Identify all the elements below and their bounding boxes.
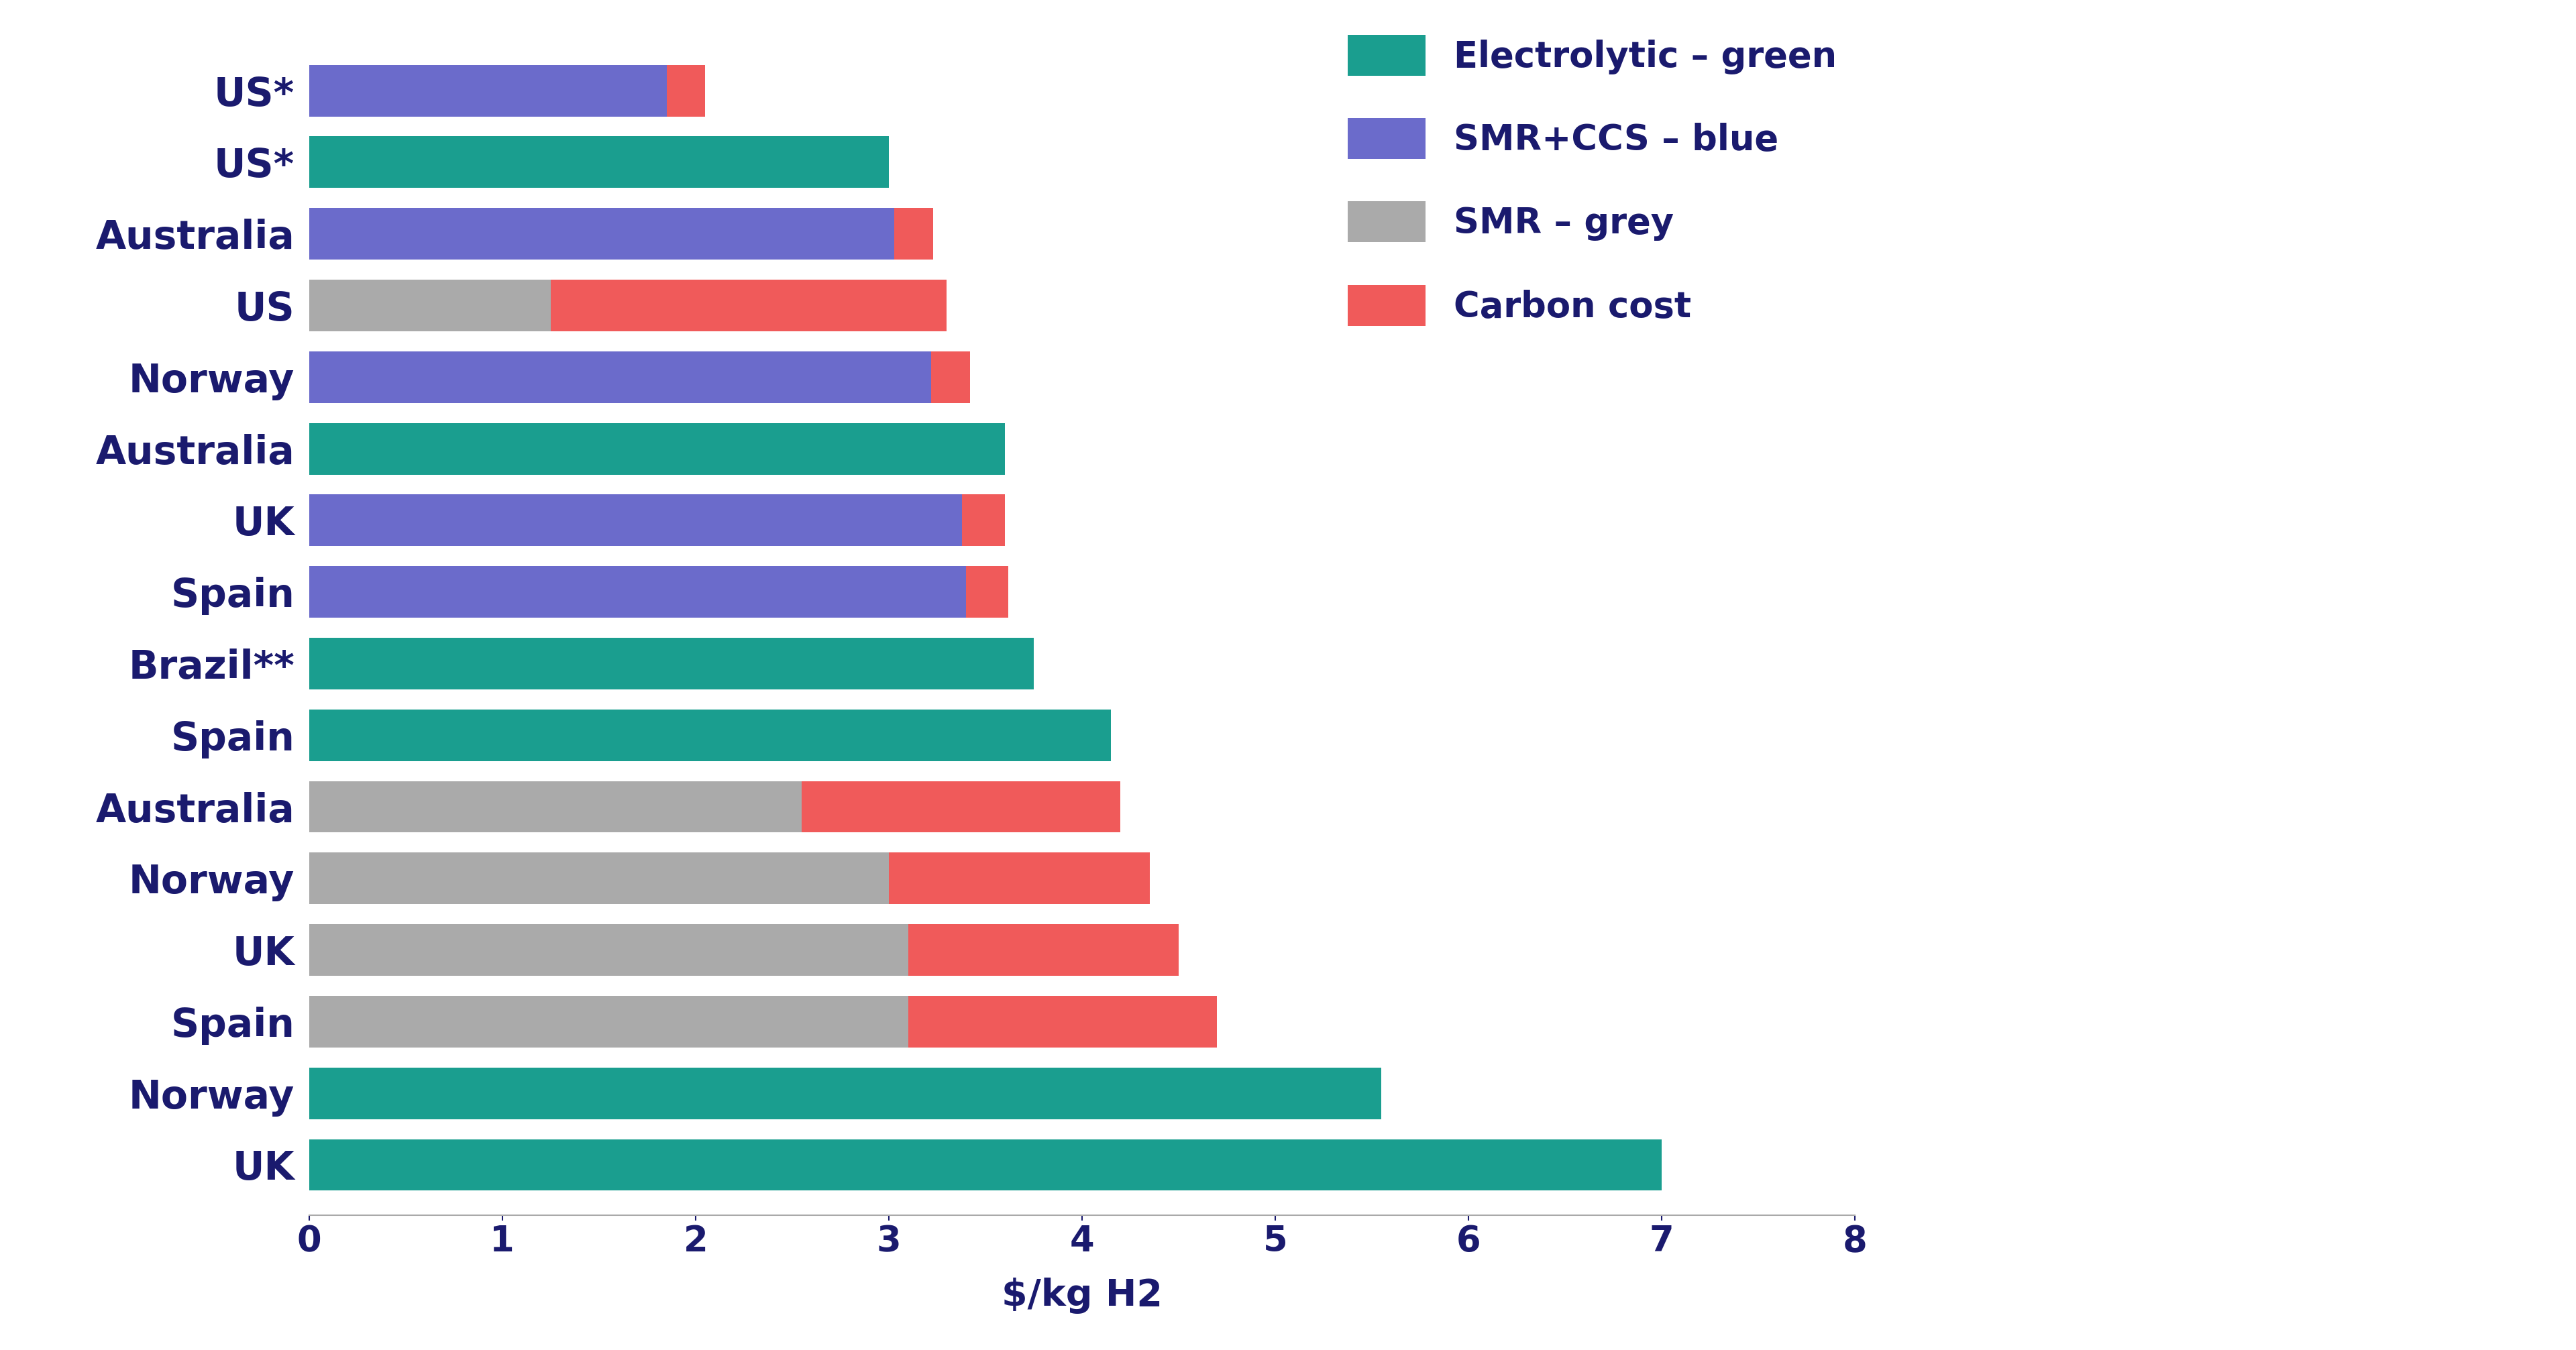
Bar bbox=[889, 853, 1149, 905]
Bar bbox=[667, 65, 706, 116]
X-axis label: $/kg H2: $/kg H2 bbox=[1002, 1277, 1162, 1314]
Bar bbox=[309, 279, 551, 331]
Bar bbox=[309, 351, 930, 402]
Bar bbox=[907, 925, 1177, 976]
Bar bbox=[309, 996, 907, 1048]
Bar bbox=[309, 1139, 1662, 1191]
Bar bbox=[309, 853, 889, 905]
Bar bbox=[309, 566, 966, 618]
Bar bbox=[309, 208, 894, 259]
Bar bbox=[309, 423, 1005, 474]
Bar bbox=[309, 136, 889, 188]
Legend: Electrolytic – green, SMR+CCS – blue, SMR – grey, Carbon cost: Electrolytic – green, SMR+CCS – blue, SM… bbox=[1347, 35, 1837, 325]
Bar bbox=[309, 782, 801, 833]
Bar bbox=[907, 996, 1216, 1048]
Bar bbox=[966, 566, 1010, 618]
Bar bbox=[551, 279, 945, 331]
Bar bbox=[309, 637, 1033, 690]
Bar bbox=[930, 351, 969, 402]
Bar bbox=[961, 494, 1005, 547]
Bar bbox=[309, 925, 907, 976]
Bar bbox=[309, 1068, 1381, 1119]
Bar bbox=[801, 782, 1121, 833]
Bar bbox=[309, 494, 961, 547]
Bar bbox=[309, 65, 667, 116]
Bar bbox=[894, 208, 933, 259]
Bar bbox=[309, 709, 1110, 761]
